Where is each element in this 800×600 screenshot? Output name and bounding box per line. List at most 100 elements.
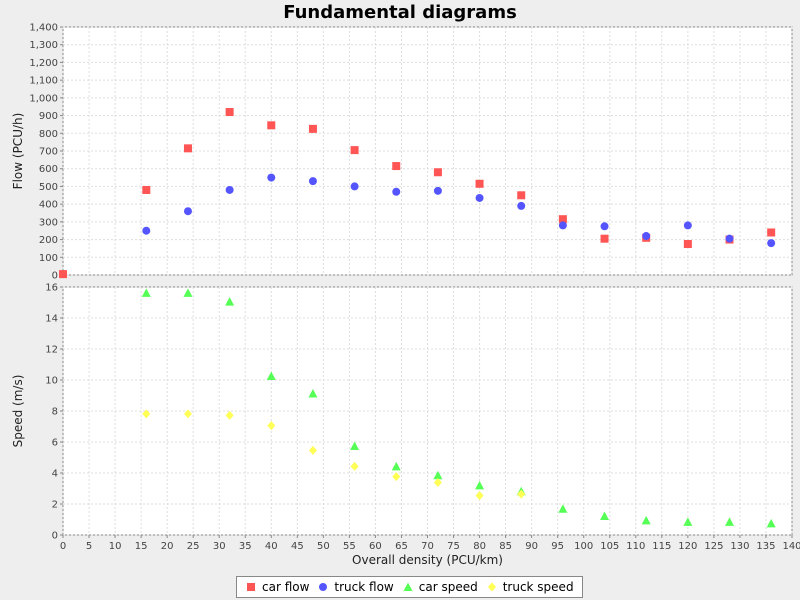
car-speed-point [641,515,651,525]
x-tick-label: 40 [265,541,278,552]
x-tick-label: 0 [60,541,66,552]
x-tick-label: 45 [291,541,304,552]
x-tick-label: 130 [730,541,749,552]
x-tick-label: 5 [86,541,92,552]
car-flow-point [517,191,526,200]
truck-flow-point [725,234,734,243]
x-tick-label: 115 [652,541,671,552]
truck-flow-point [142,226,151,235]
truck-speed-point [517,489,526,499]
car-speed-point [266,371,276,380]
car-flow-point [142,185,151,194]
car-flow-point [225,108,234,117]
x-tick-label: 90 [525,541,538,552]
legend-item-truck-flow: truck flow [317,580,394,594]
truck-flow-point [642,232,651,241]
truck-speed-point [350,461,359,471]
car-flow-point [433,168,442,177]
legend-label: car flow [262,580,310,594]
truck-flow-point [517,201,526,210]
car-speed-point [391,461,401,471]
x-tick-label: 20 [161,541,174,552]
y-axis-label-2: Speed (m/s) [11,375,25,448]
truck-flow-point [767,239,776,248]
y-tick-label: 0 [52,531,58,542]
x-tick-label: 85 [499,541,512,552]
y-tick-label: 1,100 [29,76,58,87]
car-flow-point [475,179,484,188]
car-speed-point [141,288,151,297]
y-tick-label: 2 [52,500,58,511]
y-tick-label: 900 [39,111,58,122]
x-tick-label: 140 [782,541,800,552]
x-tick-label: 25 [187,541,200,552]
y-tick-label: 1,000 [29,93,58,104]
car-speed-point [308,388,318,398]
legend-item-car-flow: car flow [245,580,309,594]
y-tick-label: 8 [52,407,58,418]
y-tick-label: 1,300 [29,40,58,51]
y-tick-label: 12 [45,345,58,356]
x-tick-label: 10 [109,541,122,552]
x-tick-label: 50 [317,541,330,552]
x-axis-label: Overall density (PCU/km) [352,553,503,567]
x-tick-label: 80 [473,541,486,552]
y-tick-label: 1,200 [29,58,58,69]
truck-flow-point [267,173,276,182]
car-speed-point [600,511,610,521]
x-tick-label: 15 [135,541,148,552]
y-tick-label: 0 [52,271,58,282]
legend-item-car-speed: car speed [402,580,478,594]
car-flow-point [350,146,359,155]
truck-flow-point [433,186,442,195]
x-tick-label: 120 [678,541,697,552]
legend-marker-triangle [403,582,413,591]
legend-label: truck flow [334,580,394,594]
car-flow-point [600,234,609,243]
y-tick-label: 500 [39,182,58,193]
x-tick-label: 35 [239,541,252,552]
car-speed-point [766,518,776,528]
x-tick-label: 70 [421,541,434,552]
legend-label: car speed [418,580,478,594]
truck-speed-point [308,445,317,455]
truck-flow-point [183,207,192,216]
y-tick-label: 400 [39,200,58,211]
y-tick-label: 6 [52,438,58,449]
chart-title: Fundamental diagrams [283,2,517,23]
legend-item-truck-speed: truck speed [486,580,574,594]
truck-speed-point [475,491,484,501]
legend-marker-diamond [487,582,496,592]
truck-flow-point [683,221,692,230]
x-tick-label: 60 [369,541,382,552]
legend-marker-square [247,583,255,591]
car-speed-point [433,470,443,480]
car-speed-point [225,297,235,306]
truck-flow-point [350,182,359,191]
car-flow-point [267,121,276,130]
y-tick-label: 200 [39,235,58,246]
legend-marker-circle [319,583,328,591]
car-flow-point [59,270,67,279]
y-tick-label: 1,400 [29,23,58,34]
y-tick-label: 16 [45,283,58,294]
y-tick-label: 300 [39,217,58,228]
truck-flow-point [600,222,609,231]
truck-flow-point [475,193,484,202]
car-speed-point [350,441,360,451]
truck-speed-point [267,421,276,431]
car-flow-point [683,240,692,248]
car-flow-point [308,124,317,133]
x-tick-label: 75 [447,541,460,552]
car-speed-point [558,504,568,513]
y-tick-label: 800 [39,129,58,140]
y-tick-label: 600 [39,164,58,175]
truck-speed-point [225,410,234,420]
car-flow-point [558,215,567,224]
y-axis-label-1: Flow (PCU/h) [11,113,25,190]
x-tick-label: 105 [600,541,619,552]
x-tick-label: 65 [395,541,408,552]
y-tick-label: 10 [45,376,58,387]
car-flow-point [767,228,776,237]
car-speed-point [475,480,485,490]
